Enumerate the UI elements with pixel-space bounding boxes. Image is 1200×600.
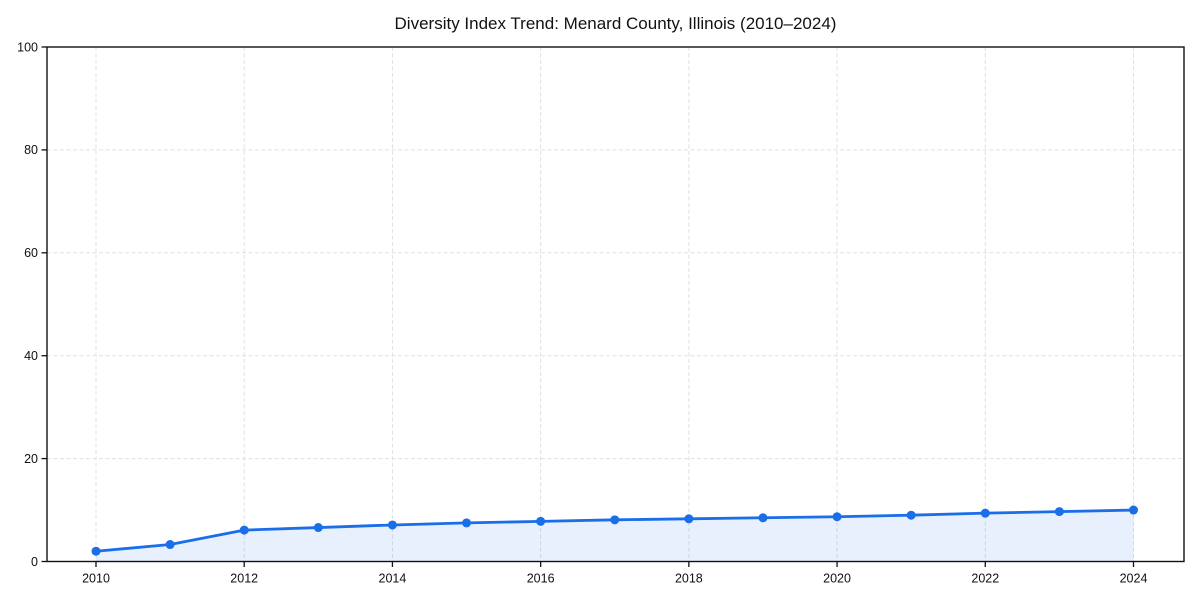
x-tick-label: 2020 <box>823 572 851 586</box>
x-tick-label: 2024 <box>1120 572 1148 586</box>
y-tick-label: 20 <box>24 452 38 466</box>
plot-border <box>46 46 1185 563</box>
x-tick-label: 2016 <box>527 572 555 586</box>
data-point <box>1129 505 1138 515</box>
data-point <box>536 516 546 526</box>
data-point <box>684 514 694 524</box>
y-tick-label: 60 <box>24 246 38 260</box>
x-tick-label: 2014 <box>379 572 407 586</box>
y-tick-label: 80 <box>24 143 38 157</box>
x-tick-label: 2012 <box>230 572 258 586</box>
y-tick-label: 40 <box>24 349 38 363</box>
data-point <box>758 513 768 523</box>
data-point <box>239 525 249 535</box>
data-point <box>313 523 323 533</box>
data-point <box>1054 507 1064 517</box>
data-point <box>832 512 842 522</box>
y-tick-label: 100 <box>17 40 38 54</box>
data-point <box>462 518 472 528</box>
chart-title: Diversity Index Trend: Menard County, Il… <box>394 14 837 33</box>
data-point <box>387 520 397 530</box>
x-tick-label: 2010 <box>82 572 110 586</box>
x-tick-label: 2018 <box>675 572 703 586</box>
data-point <box>165 540 175 550</box>
data-point <box>91 546 101 556</box>
data-point <box>980 508 990 518</box>
x-tick-label: 2022 <box>971 572 999 586</box>
area-fill <box>96 510 1134 562</box>
data-point <box>906 510 916 520</box>
data-point <box>610 515 620 525</box>
y-tick-label: 0 <box>31 555 38 569</box>
